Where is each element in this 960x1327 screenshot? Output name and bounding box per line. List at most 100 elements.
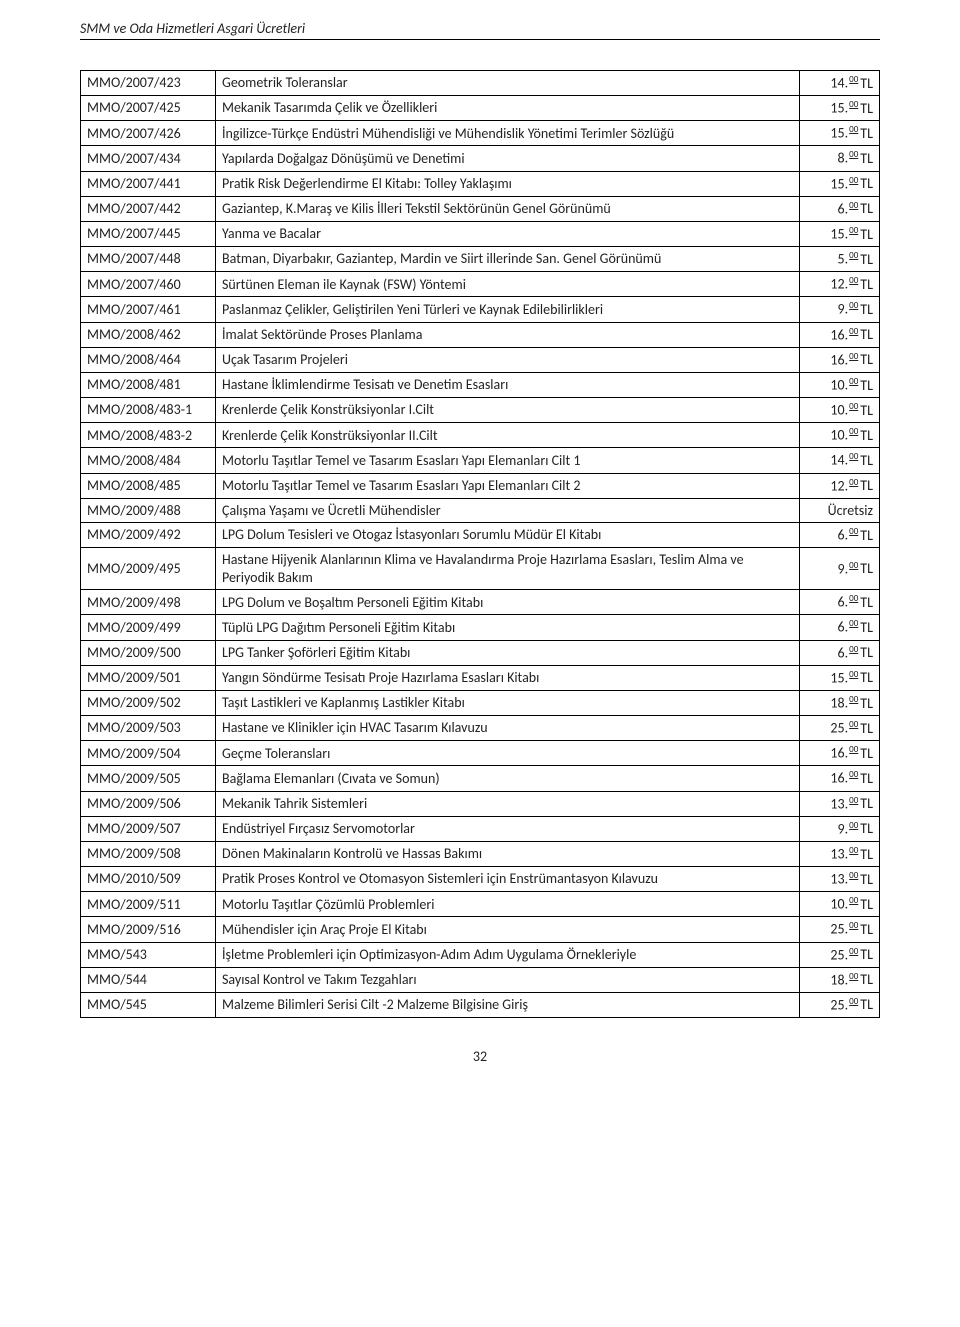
table-row: MMO/2007/445Yanma ve Bacalar15.00TL bbox=[81, 221, 880, 246]
table-row: MMO/2009/508Dönen Makinaların Kontrolü v… bbox=[81, 841, 880, 866]
price-integer: 14. bbox=[830, 75, 848, 92]
cell-price: 10.00TL bbox=[800, 398, 880, 423]
price-currency: TL bbox=[860, 619, 873, 636]
cell-title: Krenlerde Çelik Konstrüksiyonlar II.Cilt bbox=[216, 423, 800, 448]
table-row: MMO/2007/426İngilizce-Türkçe Endüstri Mü… bbox=[81, 121, 880, 146]
price-currency: TL bbox=[860, 871, 873, 888]
price-cents: 00 bbox=[849, 669, 858, 680]
cell-price: 25.00TL bbox=[800, 917, 880, 942]
cell-price: 15.00TL bbox=[800, 221, 880, 246]
price-integer: 13. bbox=[830, 871, 848, 888]
price-integer: 10. bbox=[830, 427, 848, 444]
cell-title: Hastane Hijyenik Alanlarının Klima ve Ha… bbox=[216, 548, 800, 590]
cell-price: 10.00TL bbox=[800, 372, 880, 397]
price-currency: TL bbox=[860, 896, 873, 913]
cell-price: 15.00TL bbox=[800, 121, 880, 146]
price-cents: 00 bbox=[849, 74, 858, 85]
price-currency: TL bbox=[860, 402, 873, 419]
cell-price: 16.00TL bbox=[800, 347, 880, 372]
cell-code: MMO/2009/501 bbox=[81, 665, 216, 690]
price-currency: TL bbox=[860, 226, 873, 243]
cell-code: MMO/2009/505 bbox=[81, 766, 216, 791]
price-currency: TL bbox=[860, 820, 873, 837]
cell-price: 13.00TL bbox=[800, 867, 880, 892]
cell-code: MMO/2009/495 bbox=[81, 548, 216, 590]
cell-price: 12.00TL bbox=[800, 473, 880, 498]
cell-title: Pratik Proses Kontrol ve Otomasyon Siste… bbox=[216, 867, 800, 892]
price-currency: TL bbox=[860, 477, 873, 494]
price-integer: 16. bbox=[830, 770, 848, 787]
price-integer: 13. bbox=[830, 795, 848, 812]
table-row: MMO/2009/504Geçme Toleransları16.00TL bbox=[81, 741, 880, 766]
table-row: MMO/2009/507Endüstriyel Fırçasız Servomo… bbox=[81, 816, 880, 841]
cell-price: Ücretsiz bbox=[800, 498, 880, 523]
cell-title: Yanma ve Bacalar bbox=[216, 221, 800, 246]
price-currency: TL bbox=[860, 377, 873, 394]
cell-code: MMO/2007/426 bbox=[81, 121, 216, 146]
price-currency: TL bbox=[860, 251, 873, 268]
cell-code: MMO/2009/488 bbox=[81, 498, 216, 523]
price-currency: TL bbox=[860, 594, 873, 611]
cell-code: MMO/545 bbox=[81, 992, 216, 1017]
page-header-title: SMM ve Oda Hizmetleri Asgari Ücretleri bbox=[80, 20, 880, 40]
cell-title: Yapılarda Doğalgaz Dönüşümü ve Denetimi bbox=[216, 146, 800, 171]
price-cents: 00 bbox=[849, 99, 858, 110]
cell-title: Mühendisler için Araç Proje El Kitabı bbox=[216, 917, 800, 942]
table-row: MMO/2009/500LPG Tanker Şoförleri Eğitim … bbox=[81, 640, 880, 665]
cell-title: Motorlu Taşıtlar Çözümlü Problemleri bbox=[216, 892, 800, 917]
price-cents: 00 bbox=[849, 175, 858, 186]
table-row: MMO/2008/481Hastane İklimlendirme Tesisa… bbox=[81, 372, 880, 397]
cell-price: 6.00TL bbox=[800, 615, 880, 640]
table-row: MMO/2009/506Mekanik Tahrik Sistemleri13.… bbox=[81, 791, 880, 816]
cell-code: MMO/2009/503 bbox=[81, 716, 216, 741]
cell-code: MMO/2008/485 bbox=[81, 473, 216, 498]
cell-price: 9.00TL bbox=[800, 816, 880, 841]
cell-code: MMO/2010/509 bbox=[81, 867, 216, 892]
price-integer: 9. bbox=[838, 560, 849, 577]
cell-price: 18.00TL bbox=[800, 967, 880, 992]
cell-price: 14.00TL bbox=[800, 71, 880, 96]
price-cents: 00 bbox=[849, 996, 858, 1007]
table-row: MMO/2008/485Motorlu Taşıtlar Temel ve Ta… bbox=[81, 473, 880, 498]
table-row: MMO/544Sayısal Kontrol ve Takım Tezgahla… bbox=[81, 967, 880, 992]
cell-code: MMO/2008/481 bbox=[81, 372, 216, 397]
cell-price: 16.00TL bbox=[800, 741, 880, 766]
cell-title: Yangın Söndürme Tesisatı Proje Hazırlama… bbox=[216, 665, 800, 690]
cell-code: MMO/2007/441 bbox=[81, 171, 216, 196]
table-row: MMO/2008/483-1Krenlerde Çelik Konstrüksi… bbox=[81, 398, 880, 423]
cell-code: MMO/2008/462 bbox=[81, 322, 216, 347]
price-integer: 14. bbox=[830, 452, 848, 469]
table-row: MMO/2010/509Pratik Proses Kontrol ve Oto… bbox=[81, 867, 880, 892]
price-cents: 00 bbox=[849, 920, 858, 931]
cell-title: Mekanik Tasarımda Çelik ve Özellikleri bbox=[216, 96, 800, 121]
price-cents: 00 bbox=[849, 719, 858, 730]
table-row: MMO/545Malzeme Bilimleri Serisi Cilt -2 … bbox=[81, 992, 880, 1017]
price-integer: 15. bbox=[830, 100, 848, 117]
cell-title: Pratik Risk Değerlendirme El Kitabı: Tol… bbox=[216, 171, 800, 196]
cell-price: 6.00TL bbox=[800, 196, 880, 221]
price-cents: 00 bbox=[849, 275, 858, 286]
table-row: MMO/2009/499Tüplü LPG Dağıtım Personeli … bbox=[81, 615, 880, 640]
table-row: MMO/2007/448Batman, Diyarbakır, Gaziante… bbox=[81, 247, 880, 272]
price-integer: 25. bbox=[830, 996, 848, 1013]
cell-title: Geometrik Toleranslar bbox=[216, 71, 800, 96]
price-integer: 25. bbox=[830, 720, 848, 737]
price-currency: TL bbox=[860, 150, 873, 167]
cell-title: İmalat Sektöründe Proses Planlama bbox=[216, 322, 800, 347]
price-cents: 00 bbox=[849, 946, 858, 957]
price-integer: 12. bbox=[830, 276, 848, 293]
price-currency: TL bbox=[860, 276, 873, 293]
cell-title: Batman, Diyarbakır, Gaziantep, Mardin ve… bbox=[216, 247, 800, 272]
price-currency: TL bbox=[860, 175, 873, 192]
price-currency: TL bbox=[860, 971, 873, 988]
price-cents: 00 bbox=[849, 326, 858, 337]
cell-code: MMO/2007/460 bbox=[81, 272, 216, 297]
cell-price: 13.00TL bbox=[800, 841, 880, 866]
cell-code: MMO/2007/425 bbox=[81, 96, 216, 121]
price-integer: 6. bbox=[838, 594, 849, 611]
price-currency: TL bbox=[860, 846, 873, 863]
price-currency: TL bbox=[860, 527, 873, 544]
cell-title: Uçak Tasarım Projeleri bbox=[216, 347, 800, 372]
pricing-table: MMO/2007/423Geometrik Toleranslar14.00TL… bbox=[80, 70, 880, 1018]
price-cents: 00 bbox=[849, 895, 858, 906]
